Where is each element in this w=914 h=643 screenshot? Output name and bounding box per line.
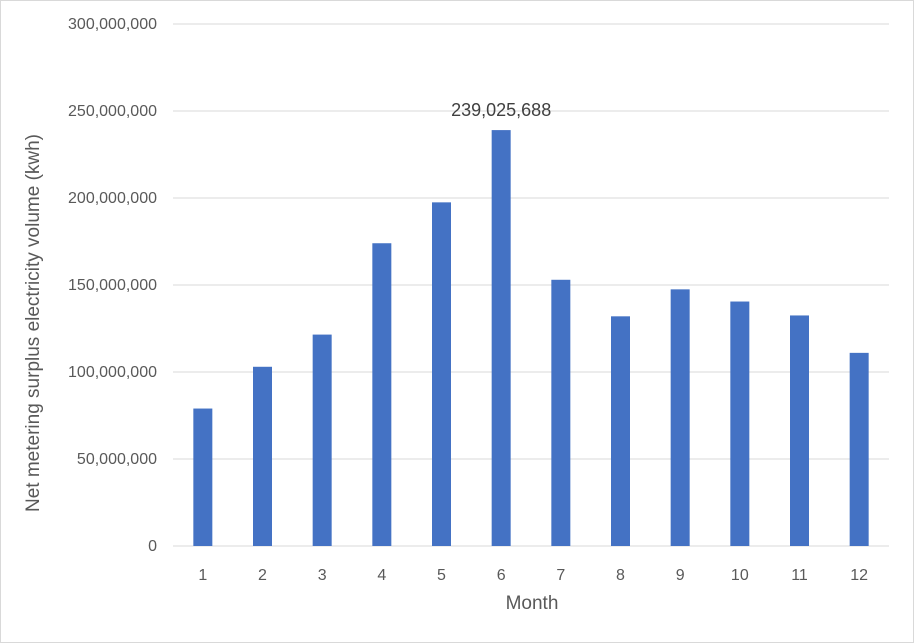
bar — [790, 315, 809, 546]
x-tick-label: 7 — [556, 567, 565, 584]
bar — [372, 243, 392, 547]
y-tick-label: 300,000,000 — [68, 16, 157, 33]
bar — [312, 334, 332, 546]
x-tick-label: 12 — [850, 567, 868, 584]
bar — [432, 202, 451, 546]
y-tick-label: 100,000,000 — [68, 364, 157, 381]
x-tick-label: 8 — [616, 567, 625, 584]
bar — [491, 130, 511, 546]
x-tick-label: 3 — [318, 567, 327, 584]
x-tick-label: 6 — [497, 567, 506, 584]
y-tick-label: 0 — [148, 538, 157, 555]
y-axis-ticks: 0 50,000,000 100,000,000 150,000,000 200,000… — [68, 16, 157, 555]
bar — [253, 366, 272, 546]
bar — [611, 316, 630, 546]
x-tick-label: 4 — [377, 567, 386, 584]
y-tick-label: 150,000,000 — [68, 277, 157, 294]
y-tick-label: 250,000,000 — [68, 103, 157, 120]
data-label: 239,025,688 — [451, 100, 551, 120]
bar — [670, 289, 690, 546]
bar — [551, 279, 571, 546]
bar — [193, 408, 213, 546]
gridlines — [173, 23, 889, 547]
bar — [849, 352, 869, 546]
x-tick-label: 9 — [676, 567, 685, 584]
bars — [193, 130, 869, 547]
x-tick-label: 10 — [731, 567, 749, 584]
x-tick-label: 2 — [258, 567, 267, 584]
y-tick-label: 50,000,000 — [77, 451, 157, 468]
y-tick-label: 200,000,000 — [68, 190, 157, 207]
x-axis-ticks: 1 2 3 4 5 6 7 8 9 10 11 12 — [198, 567, 868, 584]
data-labels: 239,025,688 — [451, 100, 551, 120]
y-axis-title: Net metering surplus electricity volume … — [23, 134, 44, 512]
x-axis-title: Month — [506, 593, 559, 614]
x-tick-label: 5 — [437, 567, 446, 584]
x-tick-label: 1 — [198, 567, 207, 584]
x-tick-label: 11 — [791, 567, 808, 584]
bar — [730, 301, 750, 546]
